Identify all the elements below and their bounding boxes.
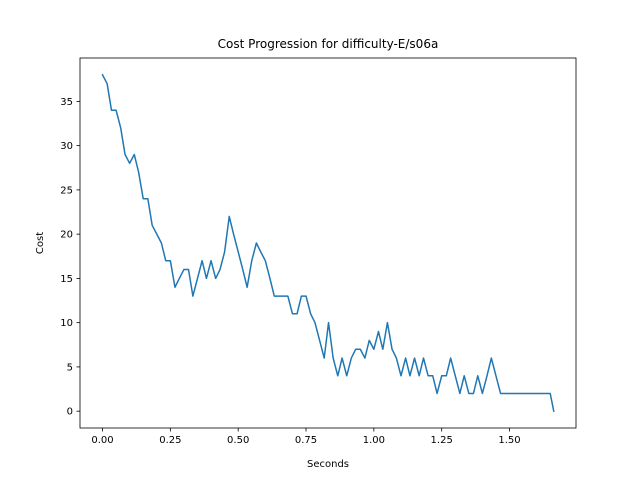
x-tick-label: 0.25 bbox=[159, 435, 181, 446]
plot-area bbox=[101, 73, 555, 413]
y-tick-label: 25 bbox=[60, 185, 73, 196]
y-axis-label: Cost bbox=[35, 232, 46, 254]
x-axis: 0.00 0.25 0.50 0.75 1.00 1.25 1.50 bbox=[91, 428, 521, 446]
y-tick-label: 20 bbox=[60, 230, 73, 241]
x-tick-label: 0.75 bbox=[295, 435, 317, 446]
x-tick-label: 1.50 bbox=[498, 435, 520, 446]
y-tick-label: 30 bbox=[60, 141, 73, 152]
y-tick-label: 15 bbox=[60, 274, 73, 285]
y-axis: 0 5 10 15 20 25 30 35 bbox=[60, 97, 80, 418]
y-tick-label: 35 bbox=[60, 97, 73, 108]
y-tick-label: 0 bbox=[67, 407, 73, 418]
y-tick-label: 10 bbox=[60, 318, 73, 329]
plot-frame bbox=[79, 57, 577, 429]
x-tick-label: 1.00 bbox=[363, 435, 385, 446]
x-tick-label: 0.00 bbox=[91, 435, 113, 446]
y-tick-label: 5 bbox=[67, 362, 73, 373]
x-tick-label: 1.25 bbox=[431, 435, 453, 446]
series-line-0 bbox=[101, 73, 555, 413]
x-axis-label: Seconds bbox=[307, 459, 349, 470]
chart-title: Cost Progression for difficulty-E/s06a bbox=[218, 37, 439, 51]
x-tick-label: 0.50 bbox=[227, 435, 249, 446]
